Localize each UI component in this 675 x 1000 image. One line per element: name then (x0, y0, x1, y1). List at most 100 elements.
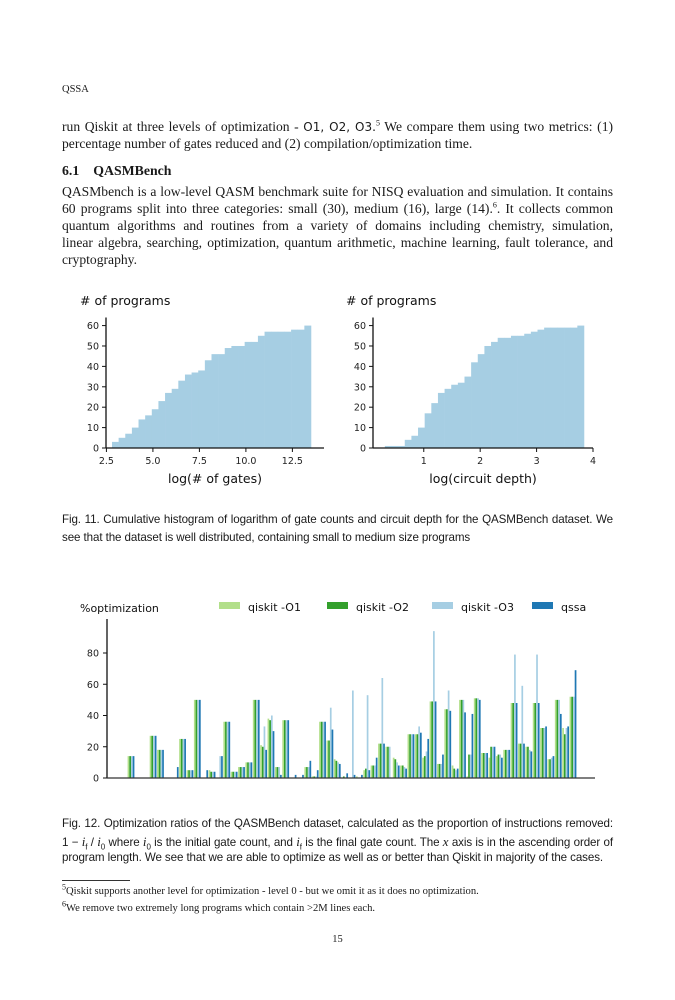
bar-qiskit-o1 (495, 756, 498, 778)
bar-qiskit-o2 (225, 721, 227, 778)
bar-qssa (397, 765, 400, 778)
histogram-bar (424, 413, 432, 448)
text: run Qiskit at three levels of optimizati… (62, 119, 304, 134)
bar-qiskit-o2 (490, 746, 492, 778)
bar-qiskit-o3 (315, 776, 317, 778)
para-line-1: QASMbench is a low-level QASM benchmark … (62, 184, 613, 199)
bar-qiskit-o1 (488, 757, 491, 778)
bar-qssa (280, 774, 282, 778)
bar-qiskit-o2 (232, 771, 235, 778)
y-tick-label: 0 (93, 444, 99, 455)
bar-qssa (405, 768, 407, 778)
histogram-bar (550, 327, 558, 448)
histogram-bar (284, 331, 292, 448)
bar-qiskit-o3 (381, 678, 384, 778)
bar-qiskit-o2 (342, 776, 345, 778)
bar-qiskit-o2 (438, 763, 441, 778)
bar-qiskit-o3 (388, 746, 391, 778)
bar-qssa (434, 701, 437, 778)
bar-qssa (574, 670, 577, 778)
section-number: 6.1 (62, 163, 80, 178)
bar-qiskit-o3 (307, 767, 310, 778)
bar-qssa (464, 712, 466, 778)
bar-qiskit-o1 (451, 765, 454, 778)
text: 60 programs split into three categories:… (62, 201, 493, 216)
bar-qiskit-o1 (459, 699, 461, 778)
footnote-ref-6[interactable]: 6 (492, 200, 497, 210)
para-line-4: linear algebra, searching, optimization,… (62, 235, 613, 250)
bar-qiskit-o2 (563, 734, 566, 778)
math: / (87, 836, 98, 849)
histogram-bar (198, 370, 206, 448)
footnote-ref-5[interactable]: 5 (375, 118, 380, 128)
bar-qiskit-o2 (431, 701, 434, 778)
bar-qiskit-o1 (466, 776, 469, 778)
histogram-bar (251, 341, 259, 448)
histogram-bar (477, 354, 485, 448)
bar-qiskit-o1 (503, 749, 505, 778)
bar-qiskit-o1 (319, 721, 321, 778)
y-tick-label: 60 (87, 680, 99, 691)
x-tick-label: 2.5 (99, 456, 114, 467)
fig12-caption-line-3: program length. We see that we are able … (62, 851, 604, 864)
bar-qiskit-o1 (186, 770, 189, 778)
legend-label: qiskit -O3 (461, 601, 514, 614)
bar-qiskit-o1 (157, 749, 159, 778)
bar-qiskit-o1 (547, 759, 550, 778)
bar-qiskit-o3 (550, 757, 553, 778)
bar-qiskit-o1 (333, 759, 336, 778)
histogram-bar (557, 327, 565, 448)
math: 0 (146, 842, 151, 852)
bar-qiskit-o1 (127, 756, 130, 778)
bar-qssa (235, 771, 238, 778)
histogram-bar (158, 401, 166, 448)
bar-qiskit-o3 (278, 767, 281, 778)
bar-qiskit-o1 (429, 701, 432, 778)
bar-qiskit-o2 (401, 765, 404, 778)
y-axis-label: %optimization (80, 602, 159, 615)
bar-qiskit-o2 (247, 762, 249, 778)
bar-qiskit-o3 (322, 721, 325, 778)
y-tick-label: 20 (87, 742, 99, 753)
bar-qiskit-o2 (151, 735, 154, 778)
bar-qssa (206, 770, 209, 778)
bar-qiskit-o3 (565, 728, 568, 778)
bar-qiskit-o2 (365, 768, 367, 778)
histogram-bar (418, 427, 425, 448)
bar-qiskit-o2 (505, 749, 507, 778)
bar-qiskit-o1 (540, 728, 542, 778)
bar-qssa (442, 754, 444, 778)
histogram-bar (145, 415, 153, 448)
histogram-bar (231, 345, 239, 448)
bar-qiskit-o2 (497, 754, 500, 778)
histogram-bar (497, 337, 505, 448)
histogram-bar (304, 325, 312, 448)
bar-qiskit-o2 (306, 767, 308, 778)
bar-qiskit-o2 (571, 696, 573, 778)
bar-qssa (530, 751, 533, 778)
bar-qssa (368, 770, 371, 778)
histogram-bar (211, 354, 219, 448)
bar-qiskit-o1 (400, 765, 402, 778)
histogram-bar (138, 419, 146, 448)
bar-qiskit-o1 (274, 767, 277, 778)
bar-qssa (199, 699, 201, 778)
bar-qiskit-o3 (410, 734, 413, 778)
bar-qiskit-o1 (378, 743, 380, 778)
bar-qssa (552, 756, 555, 778)
histogram-bar (544, 327, 552, 448)
bar-qiskit-o3 (241, 767, 244, 778)
bar-qiskit-o1 (179, 738, 181, 778)
bar-qssa (486, 753, 488, 778)
x-tick-label: 7.5 (192, 456, 207, 467)
bar-qssa (478, 699, 481, 778)
bar-qiskit-o3 (234, 771, 236, 778)
bar-qiskit-o3 (212, 771, 214, 778)
bar-qiskit-o1 (238, 767, 240, 778)
bar-qssa (294, 774, 297, 778)
bar-qiskit-o3 (455, 770, 457, 778)
bar-qiskit-o3 (499, 754, 502, 778)
para-line-5: cryptography. (62, 252, 137, 267)
footnote-rule (62, 880, 130, 881)
bar-qiskit-o1 (363, 770, 366, 778)
